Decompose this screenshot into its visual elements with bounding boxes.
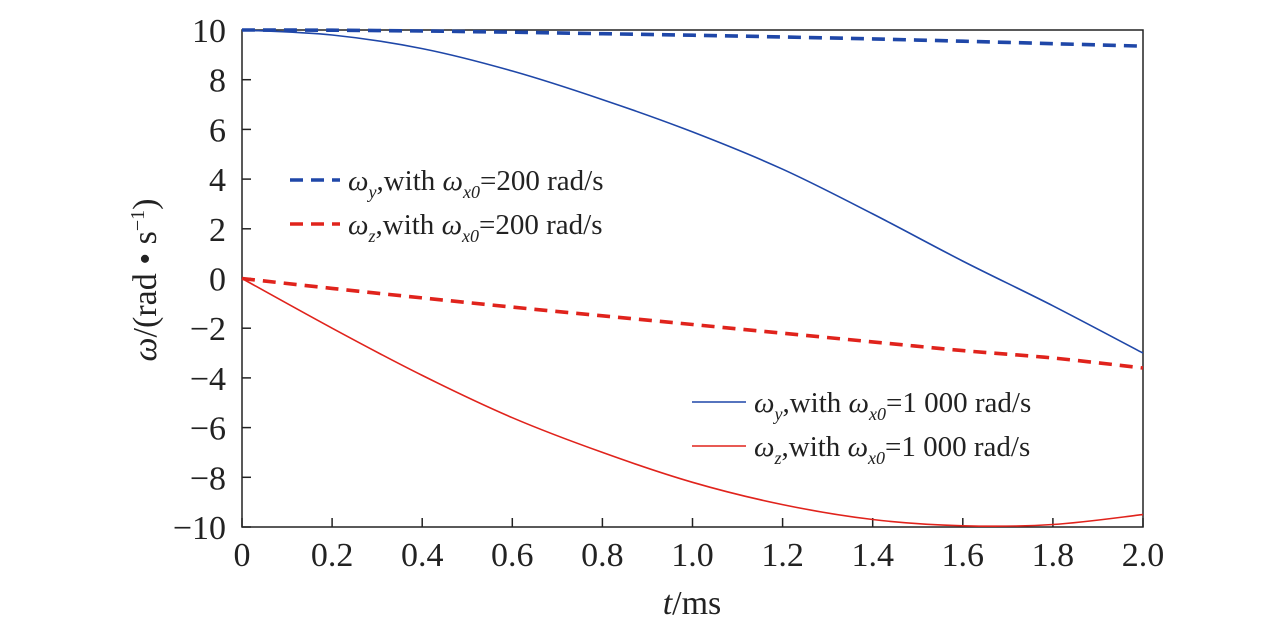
x-tick-label: 1.2 [761, 537, 804, 574]
series-layer [241, 28, 1144, 528]
y-tick-label: −2 [190, 311, 226, 348]
y-axis: 10 8 6 4 2 0 −2 −4 −6 −8 −10 [173, 13, 251, 547]
series-line-dashed-y-200 [241, 28, 1144, 48]
y-tick-label: 0 [209, 262, 226, 299]
legend-label-dashed-z-200: ωz,with ωx0=200 rad/s [348, 209, 603, 246]
y-tick-label: 10 [192, 13, 226, 50]
y-tick-label: 8 [209, 63, 226, 100]
x-tick-label: 0.6 [491, 537, 534, 574]
y-tick-label: −4 [190, 361, 226, 398]
x-tick-label: 0.8 [581, 537, 624, 574]
x-axis: 0 0.2 0.4 0.6 0.8 1.0 1.2 1.4 1.6 1.8 2.0 [234, 518, 1165, 574]
y-tick-label: 6 [209, 112, 226, 149]
series-line-solid-y-1000 [241, 29, 1144, 354]
legend-label-dashed-y-200: ωy,with ωx0=200 rad/s [348, 165, 604, 202]
y-tick-label: 2 [209, 212, 226, 249]
series-line-solid-z-1000 [241, 277, 1144, 528]
legend: ωy,with ωx0=200 rad/s ωz,with ωx0=200 rad… [290, 165, 1031, 468]
x-tick-label: 1.8 [1032, 537, 1075, 574]
x-tick-label: 0.2 [311, 537, 354, 574]
series-line-dashed-z-200 [241, 276, 1144, 370]
y-tick-label: −8 [190, 460, 226, 497]
y-tick-label: −6 [190, 411, 226, 448]
legend-label-solid-y-1000: ωy,with ωx0=1 000 rad/s [754, 387, 1031, 424]
y-axis-title: ω/(rad • s−1) [127, 199, 164, 362]
y-tick-label: −10 [173, 510, 226, 547]
x-tick-label: 1.6 [942, 537, 985, 574]
x-axis-title: t/ms [663, 585, 722, 622]
x-tick-label: 2.0 [1122, 537, 1165, 574]
x-tick-label: 0.4 [401, 537, 444, 574]
x-tick-label: 1.4 [851, 537, 894, 574]
y-tick-label: 4 [209, 162, 226, 199]
legend-label-solid-z-1000: ωz,with ωx0=1 000 rad/s [754, 431, 1030, 468]
x-tick-label: 1.0 [671, 537, 714, 574]
x-tick-label: 0 [234, 537, 251, 574]
